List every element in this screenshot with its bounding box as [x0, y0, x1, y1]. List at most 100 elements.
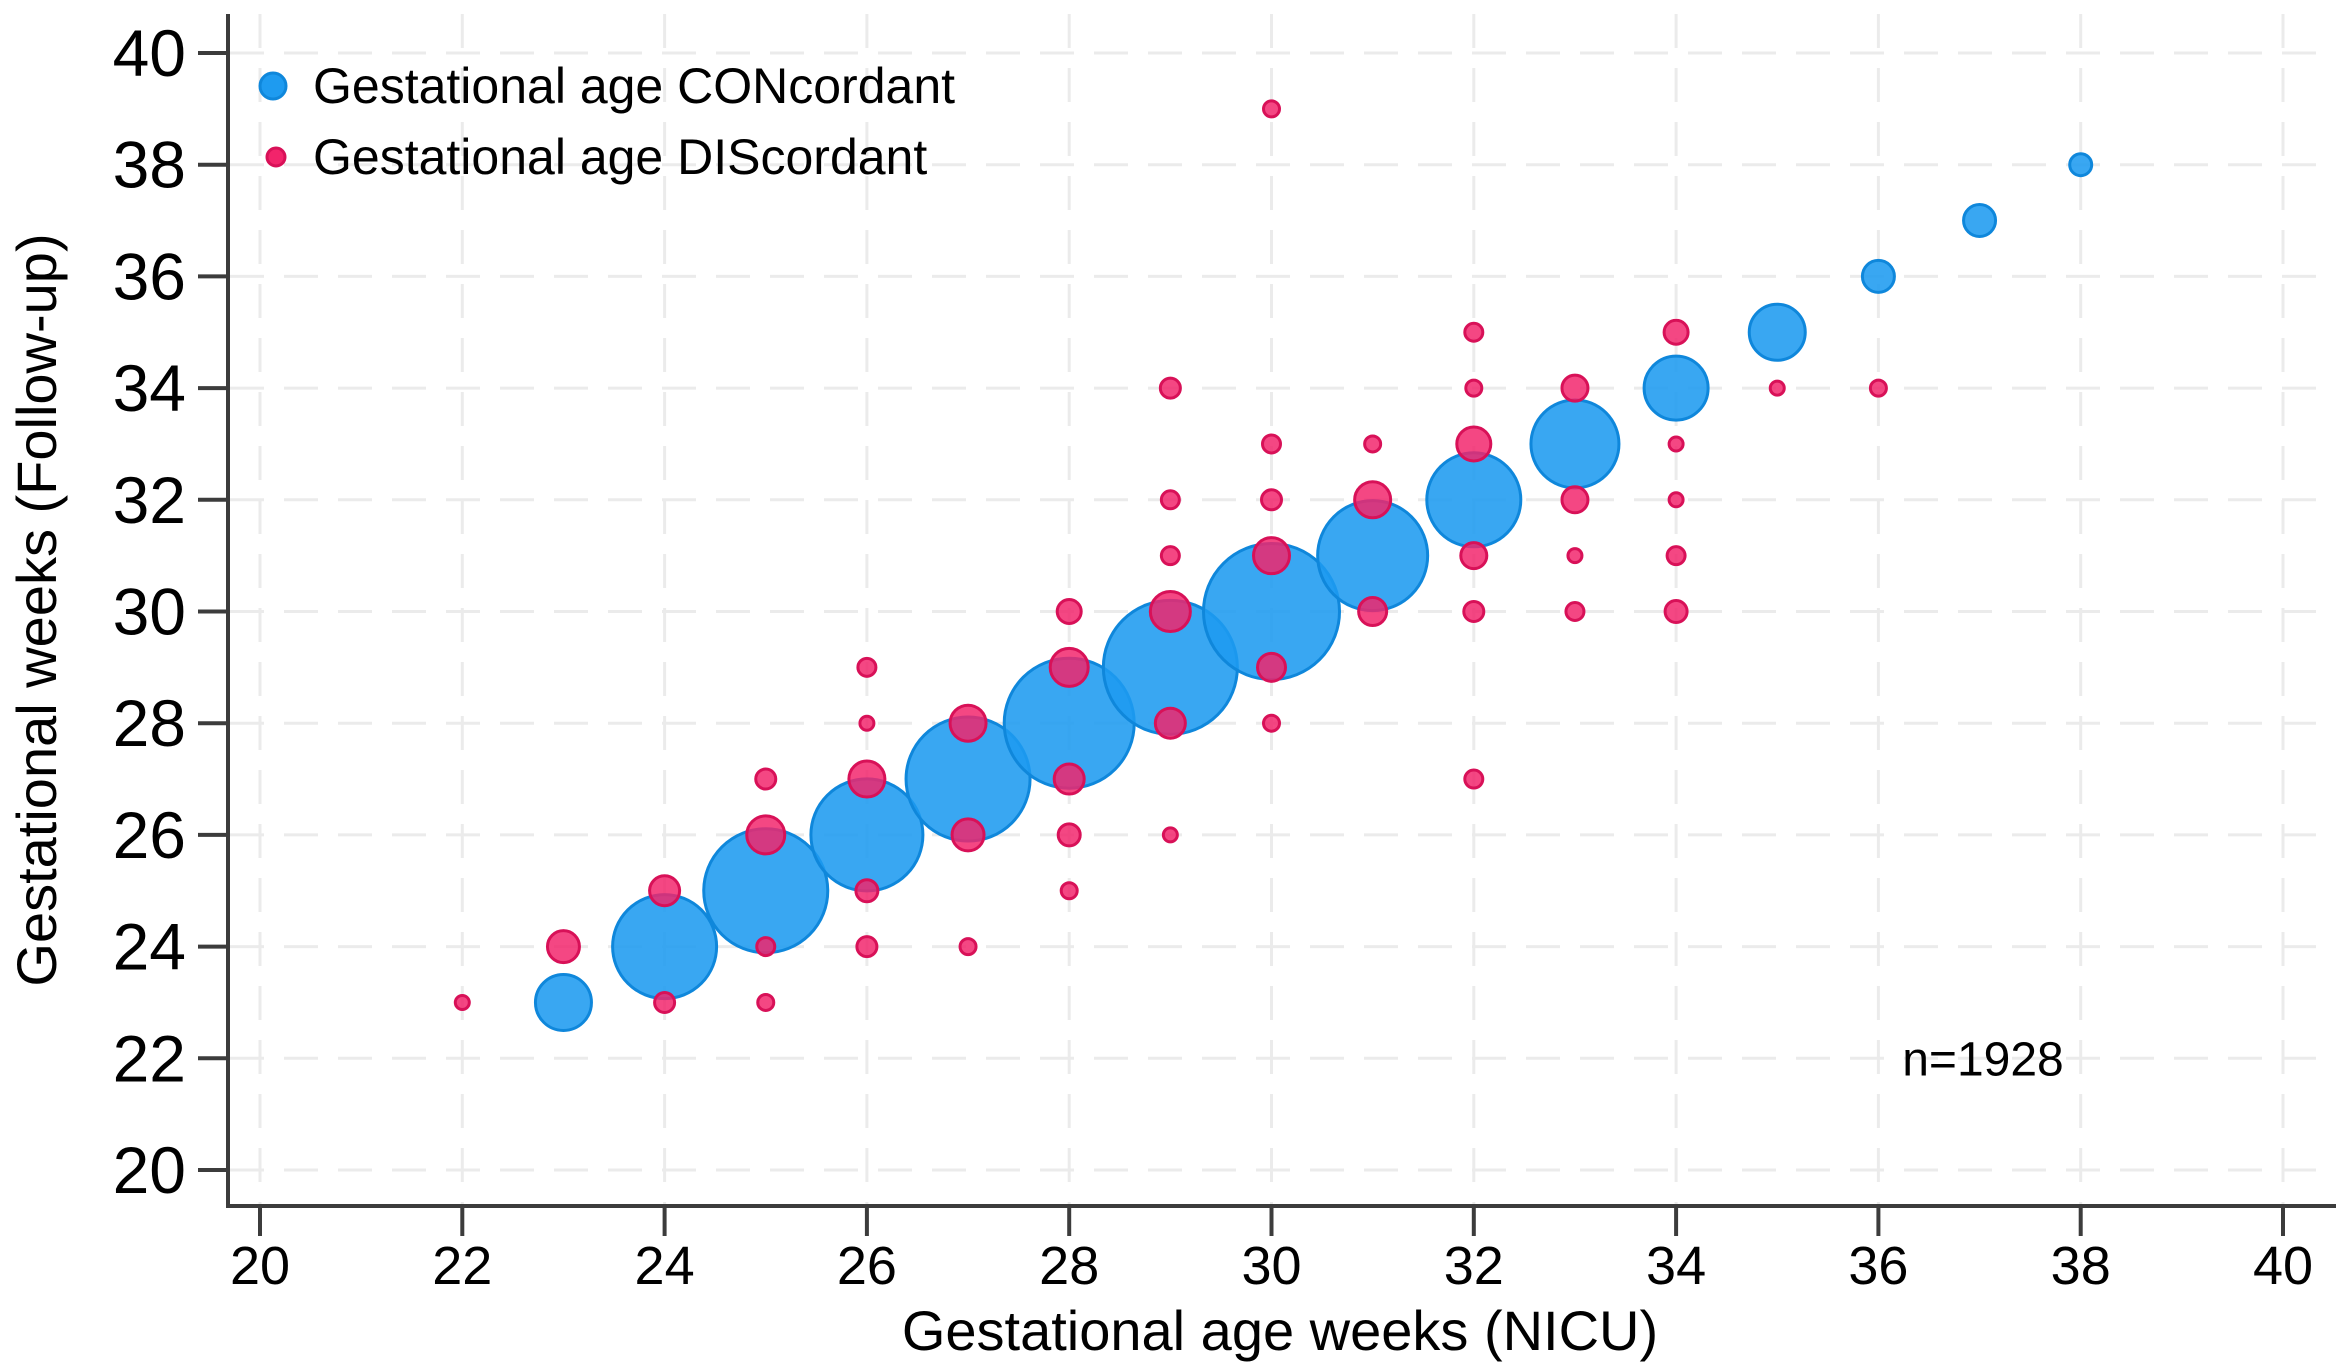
discordant-bubble [1262, 713, 1281, 733]
x-tick-label: 26 [837, 1236, 897, 1296]
discordant-bubble [1161, 826, 1179, 844]
y-tick-label: 28 [113, 686, 186, 760]
concordant-series [533, 152, 2094, 1032]
discordant-bubble [1052, 762, 1086, 796]
legend: Gestational age CONcordant Gestational ag… [258, 58, 955, 185]
discordant-bubble [754, 767, 778, 791]
discordant-bubble [948, 703, 988, 743]
discordant-bubble [856, 656, 878, 678]
x-tick-label: 34 [1646, 1236, 1706, 1296]
legend-item-discordant: Gestational age DIScordant [265, 129, 927, 185]
discordant-bubble [1663, 599, 1689, 624]
concordant-bubble [1529, 398, 1621, 490]
discordant-bubble [653, 990, 677, 1014]
discordant-bubble [1560, 485, 1590, 515]
y-tick-label: 30 [113, 575, 186, 649]
axes [198, 14, 2336, 1236]
discordant-bubble [1363, 434, 1383, 454]
discordant-bubble [1261, 433, 1282, 455]
legend-item-label: Gestational age CONcordant [313, 58, 955, 114]
discordant-bubble [1262, 99, 1281, 119]
sample-size-annotation: n=1928 [1902, 1034, 2064, 1087]
discordant-bubble [1667, 491, 1685, 509]
discordant-bubble [847, 759, 887, 799]
discordant-bubble [1260, 488, 1283, 512]
discordant-bubble [1662, 318, 1690, 346]
concordant-bubble [611, 893, 719, 1001]
discordant-bubble [1252, 536, 1291, 576]
discordant-bubble [1059, 881, 1079, 901]
y-tick-label: 40 [113, 16, 186, 90]
legend-item-label: Gestational age DIScordant [313, 129, 927, 185]
x-tick-label: 30 [1241, 1236, 1301, 1296]
concordant-bubble [1425, 451, 1523, 549]
discordant-bubble [745, 814, 787, 856]
discordant-bubble [1560, 373, 1590, 403]
y-tick-label: 26 [113, 798, 186, 872]
discordant-bubble [1665, 545, 1687, 567]
discordant-bubble [1357, 596, 1389, 627]
concordant-bubble [1962, 203, 1998, 239]
discordant-bubble [858, 714, 876, 732]
y-tick-label: 32 [113, 463, 186, 537]
x-tick-label: 28 [1039, 1236, 1099, 1296]
x-tick-label: 36 [1848, 1236, 1908, 1296]
discordant-bubble [1158, 376, 1182, 400]
discordant-series [453, 99, 1888, 1014]
y-tick-label: 34 [113, 351, 186, 425]
discordant-bubble [1048, 646, 1090, 688]
y-tick-label: 38 [113, 128, 186, 202]
discordant-bubble [1564, 601, 1586, 622]
discordant-bubble [1055, 598, 1083, 625]
discordant-bubble [1566, 547, 1584, 565]
x-tick-label: 38 [2051, 1236, 2111, 1296]
discordant-bubble [648, 874, 682, 908]
discordant-bubble [1459, 541, 1489, 571]
discordant-bubble [958, 937, 978, 957]
discordant-bubble [755, 936, 777, 958]
discordant-bubble [1353, 480, 1393, 520]
y-tick-label: 24 [113, 910, 186, 984]
discordant-bubble [545, 929, 581, 965]
discordant-bubble [1868, 378, 1888, 398]
discordant-bubble [1455, 425, 1493, 463]
x-axis-title: Gestational age weeks (NICU) [902, 1299, 1658, 1362]
concordant-bubble [1642, 354, 1710, 422]
y-tick-label: 22 [113, 1021, 186, 1095]
legend-item-concordant: Gestational age CONcordant [258, 58, 955, 114]
discordant-bubble [1256, 651, 1287, 683]
legend-marker-concordant-icon [258, 71, 288, 101]
x-tick-label: 40 [2253, 1236, 2313, 1296]
y-axis-title: Gestational weeks (Follow-up) [5, 233, 68, 986]
discordant-bubble [1768, 379, 1786, 397]
discordant-bubble [1153, 706, 1187, 740]
concordant-bubble [1860, 258, 1896, 294]
discordant-bubble [1148, 590, 1192, 633]
discordant-bubble [1462, 600, 1486, 623]
discordant-bubble [756, 992, 776, 1012]
discordant-bubble [1056, 822, 1082, 848]
y-tick-label: 20 [113, 1133, 186, 1207]
discordant-bubble [854, 878, 880, 904]
x-tick-label: 22 [432, 1236, 492, 1296]
concordant-bubble [533, 972, 593, 1032]
discordant-bubble [1463, 321, 1485, 343]
discordant-bubble [855, 935, 879, 959]
concordant-bubble [1747, 302, 1807, 362]
discordant-bubble [1667, 435, 1685, 453]
x-tick-label: 20 [230, 1236, 290, 1296]
discordant-bubble [1463, 768, 1485, 790]
concordant-bubble [2068, 152, 2094, 178]
y-tick-label: 36 [113, 239, 186, 313]
discordant-bubble [950, 817, 986, 853]
discordant-bubble [453, 993, 471, 1011]
legend-marker-discordant-icon [265, 146, 287, 168]
x-tick-label: 24 [635, 1236, 695, 1296]
discordant-bubble [1159, 545, 1181, 567]
discordant-bubble [1159, 489, 1181, 511]
x-tick-label: 32 [1444, 1236, 1504, 1296]
discordant-bubble [1464, 378, 1484, 398]
